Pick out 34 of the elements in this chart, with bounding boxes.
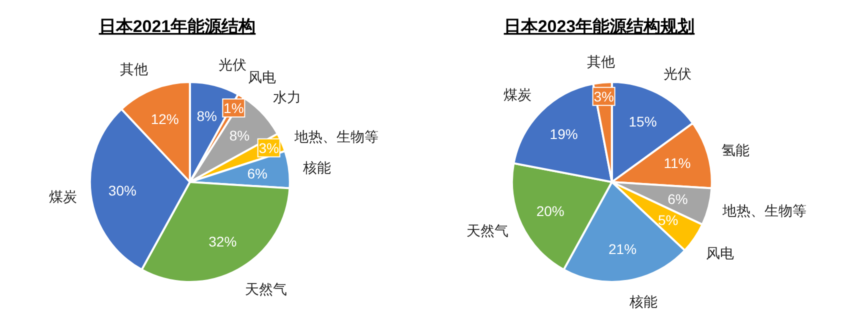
slice-label: 水力 (273, 88, 301, 105)
slice-label: 地热、生物等 (721, 202, 806, 218)
slice-label: 风电 (706, 245, 734, 262)
slice-label: 煤炭 (503, 86, 532, 102)
data-label: 8% (229, 127, 250, 144)
slice-label: 核能 (302, 160, 331, 176)
slice-label: 氢能 (721, 142, 750, 158)
slice-label: 核能 (628, 294, 658, 310)
data-label: 12% (150, 110, 179, 127)
slice-label: 天然气 (466, 222, 509, 239)
data-label: 32% (208, 234, 237, 250)
slice-label: 光伏 (664, 65, 692, 82)
slice-label: 风电 (248, 68, 276, 85)
data-label: 30% (108, 182, 136, 199)
data-label: 11% (664, 155, 691, 172)
data-label: 1% (224, 100, 244, 116)
slice-label: 煤炭 (48, 188, 77, 204)
slice-label: 地热、生物等 (294, 128, 379, 145)
data-label: 8% (196, 108, 217, 124)
chart-title: 日本2023年能源结构规划 (504, 17, 695, 36)
data-label: 6% (668, 190, 688, 207)
data-label: 19% (550, 126, 578, 142)
data-label: 5% (658, 212, 678, 228)
data-label: 21% (608, 241, 637, 258)
data-label: 6% (247, 165, 268, 182)
slice-label: 光伏 (218, 56, 246, 73)
data-label: 3% (258, 140, 279, 156)
chart-title: 日本2021年能源结构 (98, 17, 256, 36)
data-label: 3% (594, 88, 614, 104)
data-label: 15% (628, 113, 657, 130)
data-label: 20% (536, 202, 564, 219)
slice-label: 天然气 (244, 280, 287, 297)
slice-label: 其他 (120, 61, 148, 78)
slice-label: 其他 (587, 54, 616, 70)
